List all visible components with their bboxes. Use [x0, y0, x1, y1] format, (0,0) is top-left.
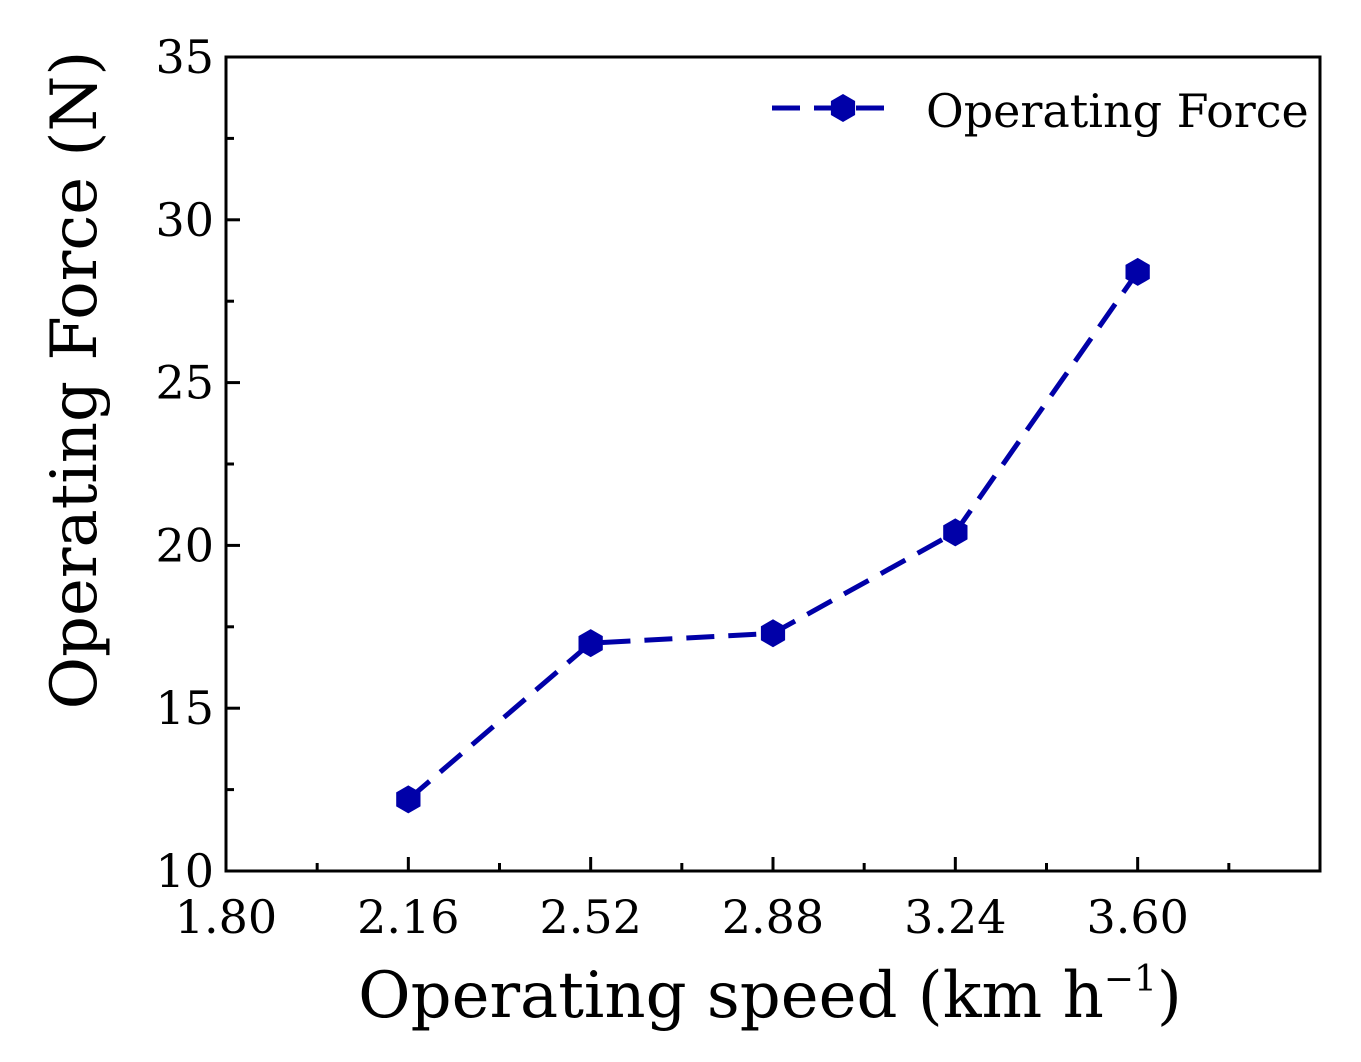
data-point [396, 785, 421, 814]
x-tick-label: 2.16 [357, 890, 459, 944]
data-point [943, 518, 968, 547]
x-axis-title-sup: −1 [1104, 959, 1157, 1000]
x-axis-title-close: ) [1157, 959, 1182, 1033]
x-tick-label: 2.88 [722, 890, 824, 944]
y-tick-label: 20 [155, 518, 214, 572]
y-axis-title: Operating Force (N) [38, 51, 112, 710]
y-tick-label: 35 [155, 30, 214, 84]
legend: Operating Force [772, 84, 1309, 138]
x-tick-label: 2.52 [539, 890, 641, 944]
legend-marker [830, 94, 856, 122]
x-tick-label: 3.24 [904, 890, 1006, 944]
data-point [578, 629, 603, 658]
legend-label: Operating Force [926, 84, 1309, 138]
y-tick-label: 15 [155, 681, 214, 735]
series-line [406, 270, 1140, 802]
x-axis-title: Operating speed (km h−1) [358, 959, 1182, 1033]
x-tick-label: 3.60 [1086, 890, 1188, 944]
data-point [760, 619, 786, 648]
y-tick-label: 30 [155, 193, 214, 247]
x-axis-title-main: Operating speed (km h [358, 959, 1104, 1033]
series-layer [396, 257, 1150, 814]
y-tick-label: 10 [155, 844, 214, 898]
x-tick-label: 1.80 [175, 890, 277, 944]
data-point [1125, 257, 1150, 286]
y-tick-label: 25 [155, 356, 214, 410]
tick-labels: 1.80 2.16 2.52 2.88 3.24 3.60 10 15 20 25 30 35 [155, 30, 1188, 944]
plot-frame [224, 55, 1322, 873]
ticks [224, 55, 1322, 873]
